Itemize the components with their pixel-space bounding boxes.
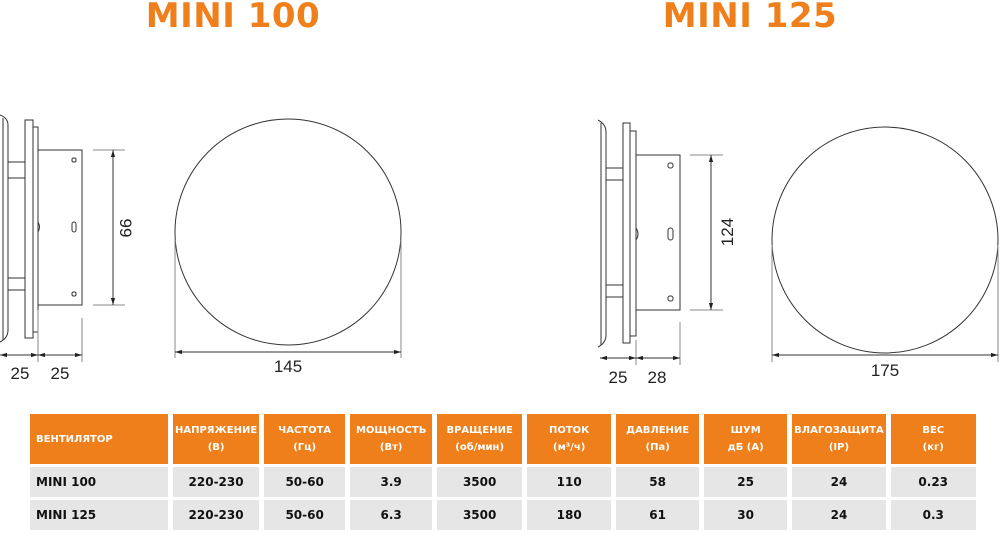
dim-diameter-mini-100: 145 [274, 357, 302, 376]
cell-rotation: 3500 [437, 500, 523, 530]
header-label: ЧАСТОТА [278, 425, 332, 436]
header-label: ШУМ [730, 425, 761, 436]
side-view-mini-100 [0, 114, 125, 362]
header-fan: ВЕНТИЛЯТОР [30, 414, 168, 464]
cell-noise: 30 [704, 500, 788, 530]
cell-pressure: 61 [616, 500, 700, 530]
cell-model: MINI 125 [30, 500, 168, 530]
header-rotation: ВРАЩЕНИЕ (об/мин) [437, 414, 523, 464]
cell-weight: 0.3 [890, 500, 976, 530]
header-label: НАПРЯЖЕНИЕ [175, 425, 258, 436]
dim-back-depth-mini-100: 25 [51, 364, 70, 383]
technical-drawings: 99 25 25 145 124 25 28 175 [0, 114, 999, 387]
header-label: ВЛАГОЗАЩИТА [794, 425, 884, 436]
cell-voltage: 220-230 [173, 467, 260, 497]
header-unit: (IP) [828, 442, 850, 453]
header-unit: (об/мин) [455, 442, 505, 453]
header-unit: (Гц) [293, 442, 317, 453]
side-view-mini-125 [597, 119, 723, 365]
dim-height-mini-100: 99 [116, 219, 135, 238]
header-label: МОЩНОСТЬ [355, 425, 427, 436]
cell-model: MINI 100 [30, 467, 168, 497]
front-view-mini-125 [771, 126, 999, 362]
cell-ip-rating: 24 [792, 467, 886, 497]
cell-frequency: 50-60 [264, 500, 346, 530]
header-frequency: ЧАСТОТА (Гц) [264, 414, 346, 464]
header-ip-rating: ВЛАГОЗАЩИТА (IP) [792, 414, 886, 464]
front-view-mini-100 [174, 118, 402, 358]
cell-ip-rating: 24 [792, 500, 886, 530]
table-row: MINI 125 220-230 50-60 6.3 3500 180 61 3… [30, 500, 976, 530]
cell-power: 6.3 [350, 500, 433, 530]
cell-rotation: 3500 [437, 467, 523, 497]
header-label: ВЕС [922, 425, 945, 436]
dim-diameter-mini-125: 175 [871, 361, 899, 380]
header-label: ДАВЛЕНИЕ [626, 425, 690, 436]
header-unit: (кг) [922, 442, 944, 453]
table-row: MINI 100 220-230 50-60 3.9 3500 110 58 2… [30, 467, 976, 497]
model-title-mini-100: MINI 100 [145, 0, 321, 36]
header-unit: (Па) [645, 442, 670, 453]
cell-airflow: 110 [527, 467, 612, 497]
cell-noise: 25 [704, 467, 788, 497]
header-power: МОЩНОСТЬ (Вт) [350, 414, 433, 464]
header-pressure: ДАВЛЕНИЕ (Па) [616, 414, 700, 464]
cell-power: 3.9 [350, 467, 433, 497]
header-voltage: НАПРЯЖЕНИЕ (В) [173, 414, 260, 464]
cell-weight: 0.23 [890, 467, 976, 497]
header-label: ВРАЩЕНИЕ [446, 425, 513, 436]
dim-back-depth-mini-125: 28 [648, 368, 667, 387]
cell-pressure: 58 [616, 467, 700, 497]
header-unit: (Вт) [379, 442, 403, 453]
model-title-mini-125: MINI 125 [662, 0, 838, 36]
header-label: ПОТОК [548, 425, 590, 436]
header-noise: ШУМ дБ (А) [704, 414, 788, 464]
header-unit: дБ (А) [727, 442, 764, 453]
cell-frequency: 50-60 [264, 467, 346, 497]
dim-height-mini-125: 124 [718, 218, 737, 246]
header-label: ВЕНТИЛЯТОР [36, 433, 113, 445]
specs-header-row: ВЕНТИЛЯТОР НАПРЯЖЕНИЕ (В) ЧАСТОТА (Гц) МОЩ… [30, 414, 976, 464]
header-weight: ВЕС (кг) [890, 414, 976, 464]
header-airflow: ПОТОК (м³/ч) [527, 414, 612, 464]
dim-front-depth-mini-100: 25 [11, 364, 30, 383]
header-unit: (м³/ч) [553, 442, 586, 453]
header-unit: (В) [207, 442, 225, 453]
dim-front-depth-mini-125: 25 [609, 368, 628, 387]
cell-airflow: 180 [527, 500, 612, 530]
cell-voltage: 220-230 [173, 500, 260, 530]
specs-table: ВЕНТИЛЯТОР НАПРЯЖЕНИЕ (В) ЧАСТОТА (Гц) МОЩ… [25, 411, 981, 533]
